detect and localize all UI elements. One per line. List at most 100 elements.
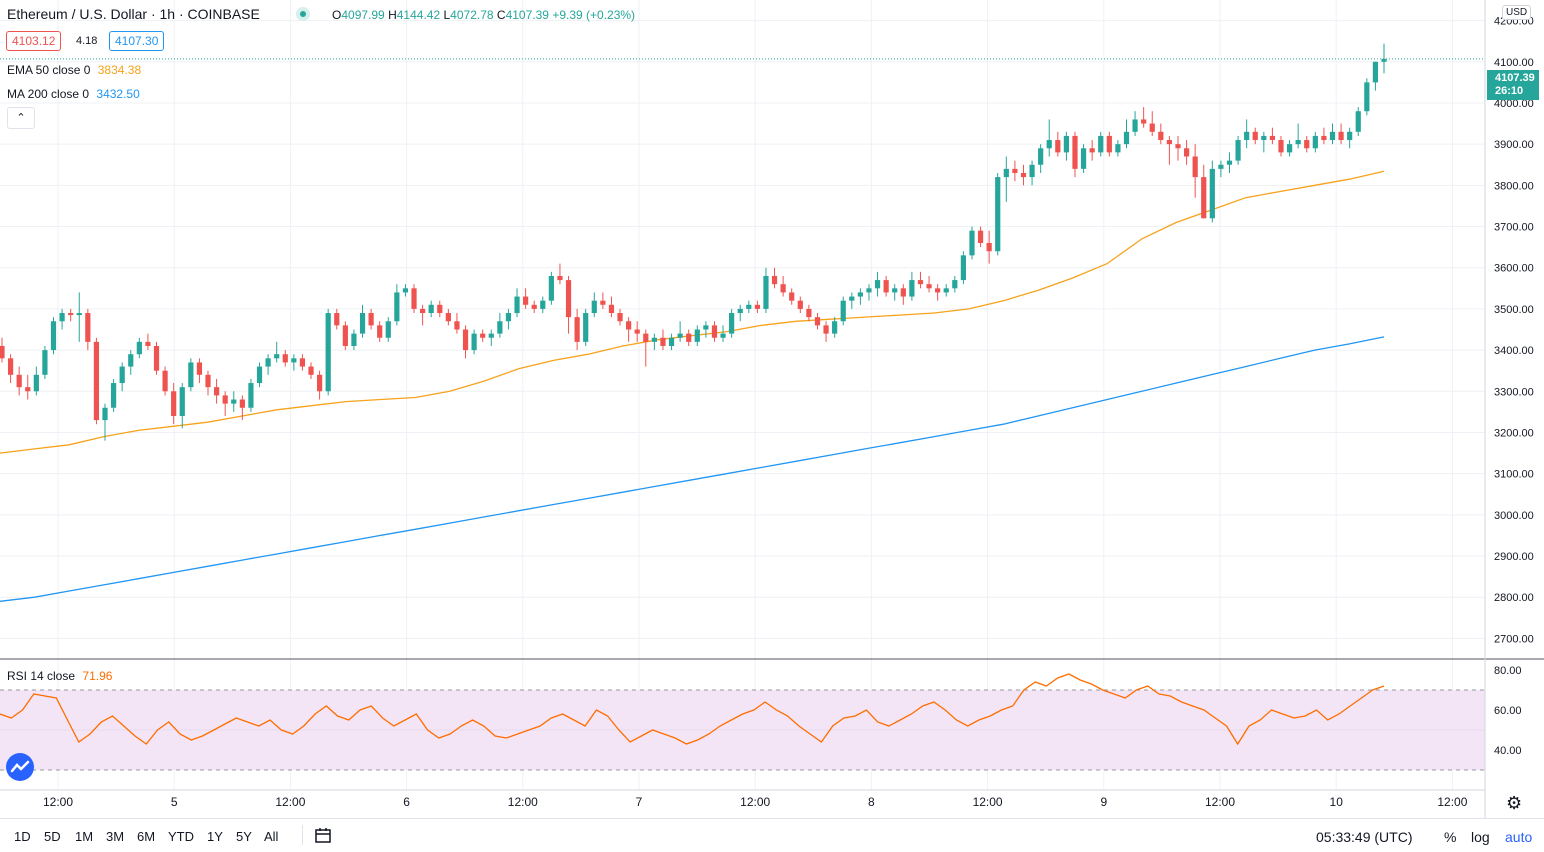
timeframe-button-3m[interactable]: 3M bbox=[106, 829, 125, 844]
symbol-title[interactable]: Ethereum / U.S. Dollar · 1h · COINBASE bbox=[7, 6, 260, 22]
candle-body bbox=[883, 280, 889, 293]
calendar-range-icon[interactable] bbox=[314, 826, 332, 849]
high-value: 4144.42 bbox=[396, 8, 441, 22]
candle-body bbox=[162, 370, 168, 392]
candle-body bbox=[1183, 148, 1190, 157]
candle-body bbox=[540, 300, 546, 309]
candle-body bbox=[617, 313, 623, 322]
candle-body bbox=[995, 177, 1001, 252]
rsi-axis-ticks[interactable]: 80.00 60.00 40.00 bbox=[1494, 665, 1522, 757]
candle-body bbox=[480, 333, 486, 338]
candle-body bbox=[866, 288, 872, 293]
candle-body bbox=[1089, 148, 1095, 153]
candle-body bbox=[600, 300, 606, 305]
open-value: 4097.99 bbox=[341, 8, 385, 22]
candle-body bbox=[1261, 135, 1267, 141]
candle-body bbox=[574, 317, 580, 342]
candle-body bbox=[205, 374, 211, 388]
candle-body bbox=[317, 374, 323, 392]
candle-body bbox=[814, 317, 821, 326]
currency-label[interactable]: USD bbox=[1502, 5, 1532, 20]
timeframe-button-1y[interactable]: 1Y bbox=[207, 829, 223, 844]
timeframe-button-5y[interactable]: 5Y bbox=[236, 829, 252, 844]
ma-label: MA 200 close 0 bbox=[7, 87, 90, 101]
candle-body bbox=[471, 333, 477, 351]
candle-body bbox=[1338, 131, 1344, 141]
candle-body bbox=[823, 325, 829, 334]
log-scale-toggle[interactable]: log bbox=[1471, 829, 1490, 845]
percent-scale-toggle[interactable]: % bbox=[1444, 829, 1457, 845]
rsi-layer bbox=[0, 673, 1385, 746]
candle-body bbox=[505, 313, 512, 322]
spread-value: 4.18 bbox=[76, 35, 98, 47]
collapse-legend-button[interactable]: ⌃ bbox=[7, 107, 35, 129]
candle-body bbox=[179, 387, 185, 416]
candle-body bbox=[1209, 168, 1215, 219]
candle-body bbox=[746, 304, 752, 309]
price-tick-label: 3100.00 bbox=[1494, 469, 1534, 481]
tradingview-logo[interactable] bbox=[6, 753, 34, 781]
candle-body bbox=[935, 288, 941, 293]
timeframe-button-6m[interactable]: 6M bbox=[137, 829, 156, 844]
candle-body bbox=[780, 284, 786, 293]
price-axis-ticks[interactable]: 4200.004100.004000.003900.003800.003700.… bbox=[1494, 16, 1534, 646]
candle-body bbox=[110, 383, 117, 408]
chevron-up-icon: ⌃ bbox=[16, 112, 26, 124]
price-tick-label: 3200.00 bbox=[1494, 427, 1534, 439]
timeframe-button-all[interactable]: All bbox=[264, 829, 279, 844]
candle-body bbox=[68, 313, 74, 316]
time-axis-ticks[interactable]: 12:00 5 12:00 6 12:00 7 12:00 8 12:00 9 12:00 10 12:… bbox=[43, 795, 1468, 809]
candle-body bbox=[626, 321, 632, 330]
candle-body bbox=[874, 280, 881, 289]
sell-price-button[interactable]: 4103.12 bbox=[6, 31, 62, 51]
time-tick-label: 12:00 bbox=[740, 795, 770, 809]
market-status-icon bbox=[296, 5, 310, 22]
candle-body bbox=[351, 333, 357, 346]
gear-icon[interactable]: ⚙ bbox=[1506, 793, 1523, 813]
candle-body bbox=[943, 288, 949, 293]
candle-body bbox=[832, 321, 838, 334]
last-price-badge: 4107.39 26:10 bbox=[1487, 70, 1539, 100]
timeframe-button-1d[interactable]: 1D bbox=[14, 829, 31, 844]
candle-body bbox=[0, 345, 5, 359]
ma-value: 3432.50 bbox=[96, 87, 140, 101]
candle-body bbox=[1278, 140, 1284, 153]
rsi-tick-label: 60.00 bbox=[1494, 705, 1522, 717]
timeframe-button-1m[interactable]: 1M bbox=[75, 829, 94, 844]
change-value: +9.39 (+0.23%) bbox=[552, 8, 636, 22]
rsi-legend[interactable]: RSI 14 close 71.96 bbox=[7, 669, 112, 683]
candle-body bbox=[488, 333, 494, 338]
candle-body bbox=[1218, 164, 1224, 169]
candle-body bbox=[462, 329, 469, 351]
candle-body bbox=[531, 304, 537, 309]
price-tick-label: 4100.00 bbox=[1494, 57, 1534, 69]
timeframe-button-5d[interactable]: 5D bbox=[44, 829, 61, 844]
time-tick-label: 7 bbox=[636, 795, 643, 809]
candle-body bbox=[248, 383, 254, 408]
time-tick-label: 6 bbox=[403, 795, 410, 809]
low-value: 4072.78 bbox=[450, 8, 494, 22]
ma-legend[interactable]: MA 200 close 0 3432.50 bbox=[7, 87, 140, 101]
candle-body bbox=[729, 313, 735, 334]
price-tick-label: 3000.00 bbox=[1494, 510, 1534, 522]
time-tick-label: 12:00 bbox=[973, 795, 1003, 809]
candle-body bbox=[1175, 144, 1181, 149]
candle-body bbox=[583, 313, 589, 342]
candle-body bbox=[1003, 168, 1009, 178]
buy-price-button[interactable]: 4107.30 bbox=[109, 31, 165, 51]
candle-body bbox=[7, 358, 14, 375]
auto-scale-toggle[interactable]: auto bbox=[1505, 829, 1533, 845]
candle-body bbox=[145, 341, 151, 346]
utc-clock[interactable]: 05:33:49 (UTC) bbox=[1316, 829, 1413, 845]
ohlc-readout: O4097.99 H4144.42 L4072.78 C4107.39 +9.3… bbox=[332, 8, 635, 22]
low-label: L bbox=[443, 8, 451, 22]
candle-body bbox=[677, 333, 683, 338]
candle-body bbox=[1192, 156, 1198, 178]
candle-body bbox=[686, 333, 692, 342]
candle-body bbox=[754, 304, 760, 309]
candle-body bbox=[909, 280, 915, 297]
timeframe-button-ytd[interactable]: YTD bbox=[168, 829, 194, 844]
ema-legend[interactable]: EMA 50 close 0 3834.38 bbox=[7, 63, 141, 77]
candle-body bbox=[119, 366, 125, 384]
